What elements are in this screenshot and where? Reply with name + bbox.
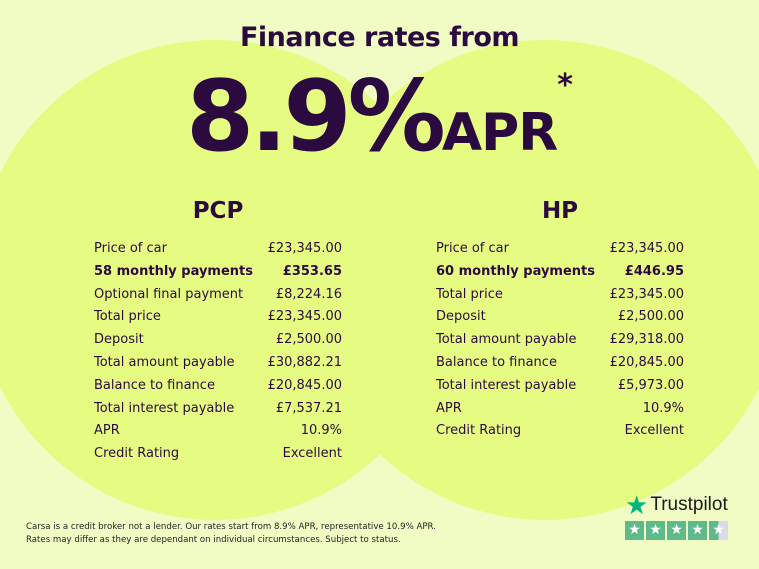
- row-label: Deposit: [94, 332, 144, 348]
- pcp-table: PCP Price of car £23,345.00 58 monthly pay…: [94, 198, 342, 466]
- table-row: 60 monthly payments £446.95: [436, 261, 684, 284]
- row-label: APR: [436, 400, 462, 416]
- hp-table: HP Price of car £23,345.00 60 monthly paym…: [436, 198, 684, 443]
- table-row: 58 monthly payments £353.65: [94, 261, 342, 284]
- table-row: Deposit £2,500.00: [436, 306, 684, 329]
- table-row: Price of car £23,345.00: [436, 238, 684, 261]
- row-label: Credit Rating: [94, 446, 180, 462]
- row-value: £446.95: [624, 263, 684, 279]
- disclaimer: Carsa is a credit broker not a lender. O…: [26, 521, 436, 547]
- row-label: APR: [94, 423, 120, 439]
- row-value: £29,318.00: [609, 332, 684, 348]
- table-row: Total interest payable £7,537.21: [94, 398, 342, 421]
- row-value: Excellent: [624, 423, 684, 439]
- row-label: Balance to finance: [436, 354, 557, 370]
- row-label: Total amount payable: [436, 332, 577, 348]
- table-row: Total price £23,345.00: [436, 284, 684, 307]
- hp-heading: HP: [541, 198, 579, 224]
- table-row: Optional final payment £8,224.16: [94, 284, 342, 307]
- table-row: APR 10.9%: [94, 420, 342, 443]
- row-value: £23,345.00: [609, 286, 684, 302]
- row-value: £23,345.00: [609, 241, 684, 256]
- table-row: APR 10.9%: [436, 398, 684, 421]
- row-label: 58 monthly payments: [94, 263, 253, 279]
- table-row: Total price £23,345.00: [94, 306, 342, 329]
- row-value: £23,345.00: [267, 309, 342, 325]
- decorative-circle-right: [305, 40, 759, 520]
- row-label: Optional final payment: [94, 286, 244, 302]
- star-icon: ★: [625, 490, 649, 520]
- rating-star-icon: ★: [667, 521, 686, 540]
- row-value: Excellent: [282, 446, 342, 462]
- row-label: Total interest payable: [94, 400, 235, 416]
- row-value: £23,345.00: [267, 241, 342, 256]
- row-value: £7,537.21: [275, 400, 342, 416]
- trustpilot-badge[interactable]: ★ Trustpilot ★ ★ ★ ★ ★: [625, 490, 728, 540]
- row-value: £20,845.00: [267, 377, 342, 393]
- row-value: £30,882.21: [267, 354, 342, 370]
- pcp-heading: PCP: [192, 198, 244, 224]
- row-label: Credit Rating: [436, 423, 522, 439]
- row-value: £2,500.00: [617, 309, 684, 325]
- row-label: Price of car: [436, 241, 509, 256]
- table-row: Price of car £23,345.00: [94, 238, 342, 261]
- row-value: £353.65: [282, 263, 342, 279]
- rating-star-icon: ★: [709, 521, 728, 540]
- row-value: £20,845.00: [609, 354, 684, 370]
- row-label: Total price: [94, 309, 161, 325]
- row-value: 10.9%: [642, 400, 684, 416]
- table-row: Total amount payable £30,882.21: [94, 352, 342, 375]
- table-row: Balance to finance £20,845.00: [94, 375, 342, 398]
- table-row: Credit Rating Excellent: [436, 420, 684, 443]
- asterisk: *: [557, 68, 573, 103]
- table-row: Credit Rating Excellent: [94, 443, 342, 466]
- row-label: Total amount payable: [94, 354, 235, 370]
- table-row: Balance to finance £20,845.00: [436, 352, 684, 375]
- row-value: £2,500.00: [275, 332, 342, 348]
- disclaimer-line: Carsa is a credit broker not a lender. O…: [26, 522, 436, 532]
- row-value: £5,973.00: [617, 377, 684, 393]
- trustpilot-name: Trustpilot: [650, 494, 728, 515]
- row-label: Total interest payable: [436, 377, 577, 393]
- table-row: Deposit £2,500.00: [94, 329, 342, 352]
- row-label: Balance to finance: [94, 377, 215, 393]
- row-label: Deposit: [436, 309, 486, 325]
- rating-star-icon: ★: [625, 521, 644, 540]
- page-title: Finance rates from: [239, 22, 520, 53]
- rate-value: 8.9%: [186, 60, 446, 174]
- disclaimer-line: Rates may differ as they are dependant o…: [26, 535, 401, 545]
- table-row: Total interest payable £5,973.00: [436, 375, 684, 398]
- row-label: 60 monthly payments: [436, 263, 595, 279]
- trustpilot-rating: ★ ★ ★ ★ ★: [625, 521, 728, 540]
- rating-star-icon: ★: [688, 521, 707, 540]
- row-label: Total price: [436, 286, 503, 302]
- table-row: Total amount payable £29,318.00: [436, 329, 684, 352]
- row-value: £8,224.16: [275, 286, 342, 302]
- rating-star-icon: ★: [646, 521, 665, 540]
- row-label: Price of car: [94, 241, 167, 256]
- row-value: 10.9%: [300, 423, 342, 439]
- rate-suffix: APR: [441, 103, 558, 163]
- headline-rate: 8.9%APR*: [0, 60, 759, 174]
